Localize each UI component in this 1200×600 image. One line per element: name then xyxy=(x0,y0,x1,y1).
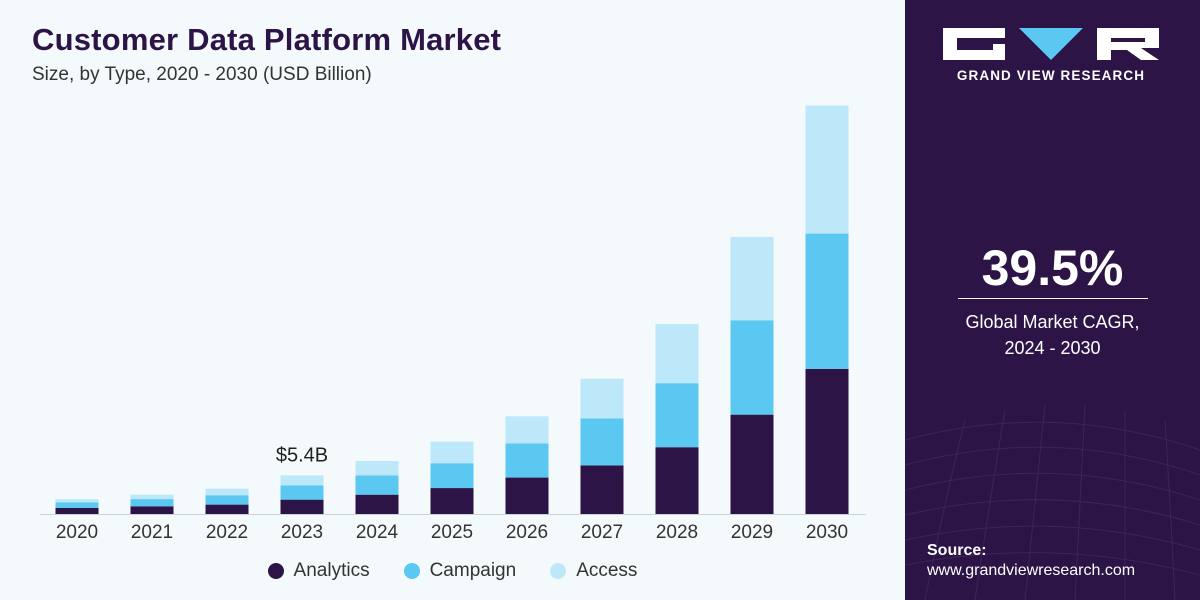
x-tick-label-2023: 2023 xyxy=(281,522,323,543)
bar-access-2020 xyxy=(55,499,99,503)
logo-text: GRAND VIEW RESEARCH xyxy=(956,68,1146,83)
bar-analytics-2028 xyxy=(655,447,699,514)
bar-campaign-2029 xyxy=(730,320,774,415)
bar-campaign-2024 xyxy=(355,475,399,495)
x-tick-label-2029: 2029 xyxy=(731,522,773,543)
legend-label-access: Access xyxy=(576,560,638,581)
bar-access-2030 xyxy=(805,105,849,234)
legend-item-campaign: Campaign xyxy=(403,560,517,582)
x-tick-label-2030: 2030 xyxy=(806,522,848,543)
bar-campaign-2023 xyxy=(280,485,324,500)
gvr-logo-mark xyxy=(943,28,1159,60)
bar-campaign-2022 xyxy=(205,495,249,505)
chart-subtitle: Size, by Type, 2020 - 2030 (USD Billion) xyxy=(32,64,372,85)
bar-access-2026 xyxy=(505,416,549,444)
cagr-value: 39.5% xyxy=(981,240,1124,296)
bar-analytics-2029 xyxy=(730,414,774,514)
bar-campaign-2026 xyxy=(505,443,549,478)
x-tick-label-2021: 2021 xyxy=(131,522,173,543)
x-tick-label-2025: 2025 xyxy=(431,522,473,543)
bar-campaign-2030 xyxy=(805,233,849,369)
x-tick-label-2027: 2027 xyxy=(581,522,623,543)
bar-access-2027 xyxy=(580,378,624,419)
cagr-block: 39.5% Global Market CAGR, 2024 - 2030 xyxy=(905,240,1200,361)
x-tick-label-2026: 2026 xyxy=(506,522,548,543)
bar-analytics-2022 xyxy=(205,504,249,514)
bar-analytics-2026 xyxy=(505,477,549,514)
bar-access-2024 xyxy=(355,461,399,476)
legend-item-access: Access xyxy=(550,560,637,582)
legend-swatch-access xyxy=(550,563,567,579)
bar-access-2023 xyxy=(280,475,324,486)
sidebar-panel: GRAND VIEW RESEARCH 39.5% Global Market … xyxy=(905,0,1200,600)
source-link[interactable]: www.grandviewresearch.com xyxy=(927,562,1136,579)
data-label-2023: $5.4B xyxy=(276,444,328,466)
bar-analytics-2030 xyxy=(805,368,849,514)
bar-analytics-2023 xyxy=(280,499,324,514)
bar-access-2028 xyxy=(655,324,699,384)
bar-campaign-2028 xyxy=(655,383,699,448)
legend-swatch-analytics xyxy=(267,563,284,579)
cagr-label-line1: Global Market CAGR, xyxy=(965,312,1140,332)
bar-analytics-2025 xyxy=(430,488,474,514)
bar-campaign-2020 xyxy=(55,502,99,508)
x-tick-label-2022: 2022 xyxy=(206,522,248,543)
bar-analytics-2020 xyxy=(55,507,99,514)
cagr-label-line2: 2024 - 2030 xyxy=(1004,338,1101,358)
grid-pattern-decoration xyxy=(905,404,1200,600)
cagr-divider xyxy=(957,298,1148,299)
bar-campaign-2021 xyxy=(130,499,174,507)
bar-access-2025 xyxy=(430,441,474,464)
bar-analytics-2021 xyxy=(130,506,174,514)
bar-chart: 2020 2021 2022 2023 $5.4B 2024 2025 2026 2027 202… xyxy=(40,105,866,543)
bar-campaign-2025 xyxy=(430,463,474,489)
bar-campaign-2027 xyxy=(580,418,624,466)
grand-view-research-logo: GRAND VIEW RESEARCH xyxy=(941,26,1161,83)
bar-access-2022 xyxy=(205,488,249,496)
chart-panel: Customer Data Platform Market Size, by T… xyxy=(0,22,905,582)
chart-title: Customer Data Platform Market xyxy=(32,22,502,57)
bar-analytics-2027 xyxy=(580,465,624,514)
x-tick-label-2028: 2028 xyxy=(656,522,698,543)
legend-label-analytics: Analytics xyxy=(293,560,370,581)
legend-swatch-campaign xyxy=(403,563,420,579)
source-title: Source: xyxy=(927,542,987,559)
bar-access-2029 xyxy=(730,236,774,321)
source-block: Source: www.grandviewresearch.com xyxy=(927,542,1135,580)
x-tick-label-2020: 2020 xyxy=(56,522,98,543)
x-tick-label-2024: 2024 xyxy=(356,522,399,543)
legend: Analytics Campaign Access xyxy=(0,560,905,582)
bar-access-2021 xyxy=(130,494,174,500)
legend-item-analytics: Analytics xyxy=(267,560,370,582)
bar-analytics-2024 xyxy=(355,494,399,514)
legend-label-campaign: Campaign xyxy=(429,560,517,581)
